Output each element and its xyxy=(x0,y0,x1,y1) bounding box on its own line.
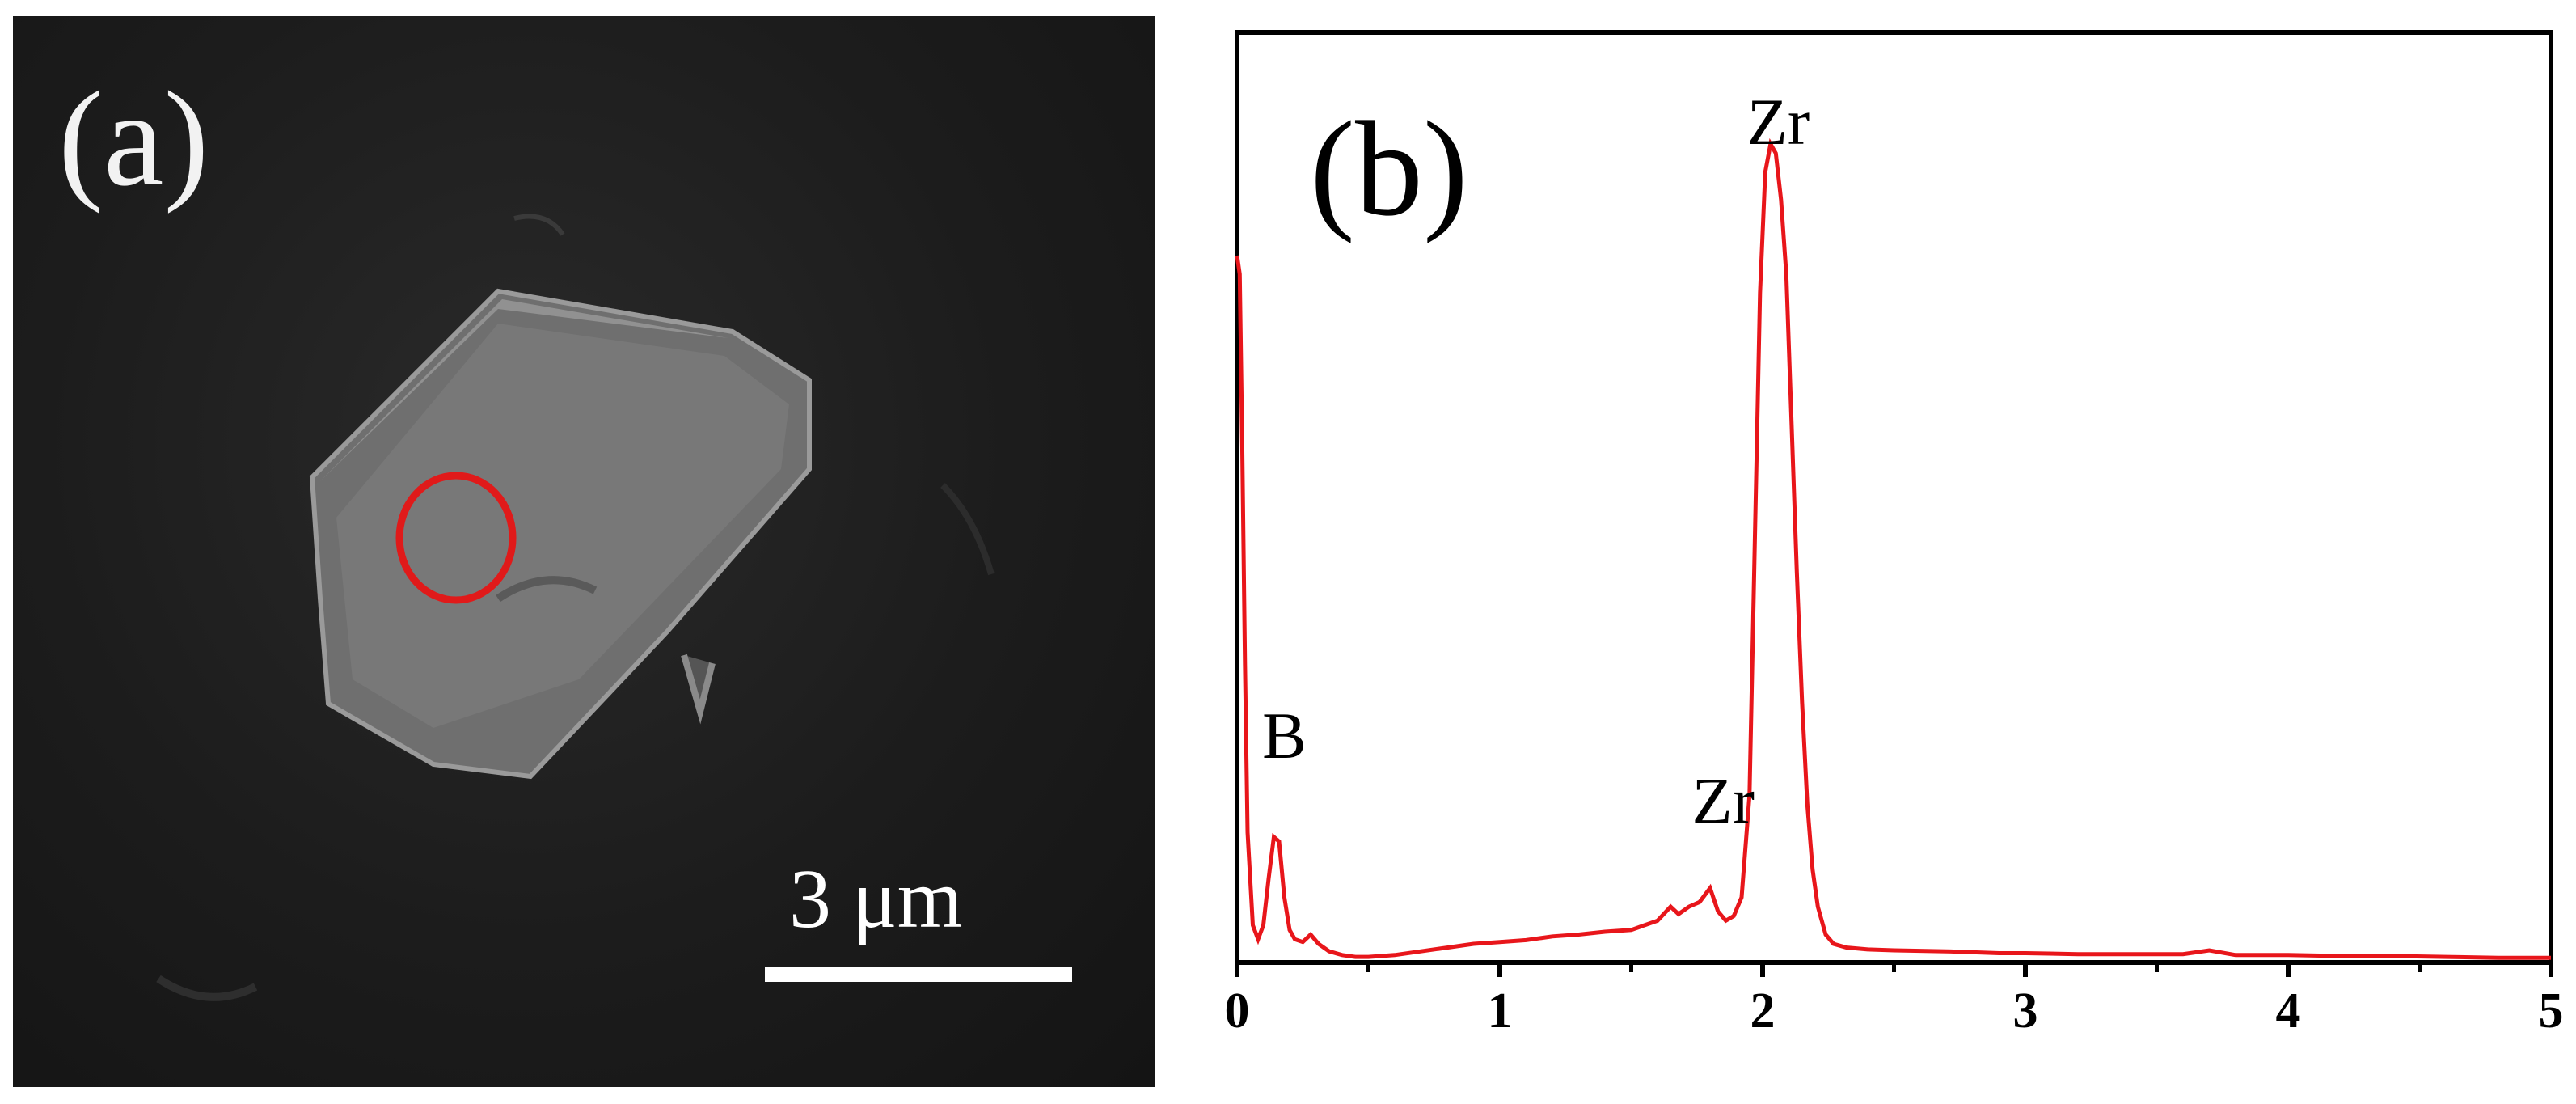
peak-label: Zr xyxy=(1747,85,1810,159)
sem-image-panel: (a) 3 μm xyxy=(13,16,1155,1087)
crystal-surface-mark xyxy=(496,576,598,603)
x-tick-label: 4 xyxy=(2276,983,2301,1038)
x-tick-label: 3 xyxy=(2013,983,2038,1038)
eds-spectrum-chart: (b) 0 1 2 3 4 5 B Zr Zr xyxy=(1225,30,2564,1038)
scale-bar-label: 3 μm xyxy=(789,852,963,945)
panel-label-a: (a) xyxy=(58,64,209,214)
x-tick-label: 2 xyxy=(1750,983,1776,1038)
peak-labels: B Zr Zr xyxy=(1262,85,1810,838)
surface-texture xyxy=(156,975,258,1001)
scale-bar xyxy=(765,967,1072,982)
analysis-spot-circle xyxy=(395,472,517,604)
sem-image xyxy=(156,214,995,1001)
peak-label: Zr xyxy=(1692,764,1755,838)
x-axis-ticks xyxy=(1235,962,2553,977)
panel-label-b: (b) xyxy=(1310,94,1468,244)
crystal-face-highlight xyxy=(336,324,789,728)
peak-label: B xyxy=(1262,699,1307,772)
surface-texture xyxy=(940,483,995,576)
surface-texture xyxy=(513,214,565,236)
x-axis-tick-labels: 0 1 2 3 4 5 xyxy=(1225,983,2564,1038)
x-tick-label: 1 xyxy=(1488,983,1513,1038)
eds-spectrum-panel: (b) 0 1 2 3 4 5 B Zr Zr xyxy=(1156,0,2576,1104)
x-tick-label: 0 xyxy=(1225,983,1250,1038)
x-tick-label: 5 xyxy=(2539,983,2564,1038)
spectrum-line xyxy=(1235,137,2551,960)
crystal-shard xyxy=(681,654,716,725)
